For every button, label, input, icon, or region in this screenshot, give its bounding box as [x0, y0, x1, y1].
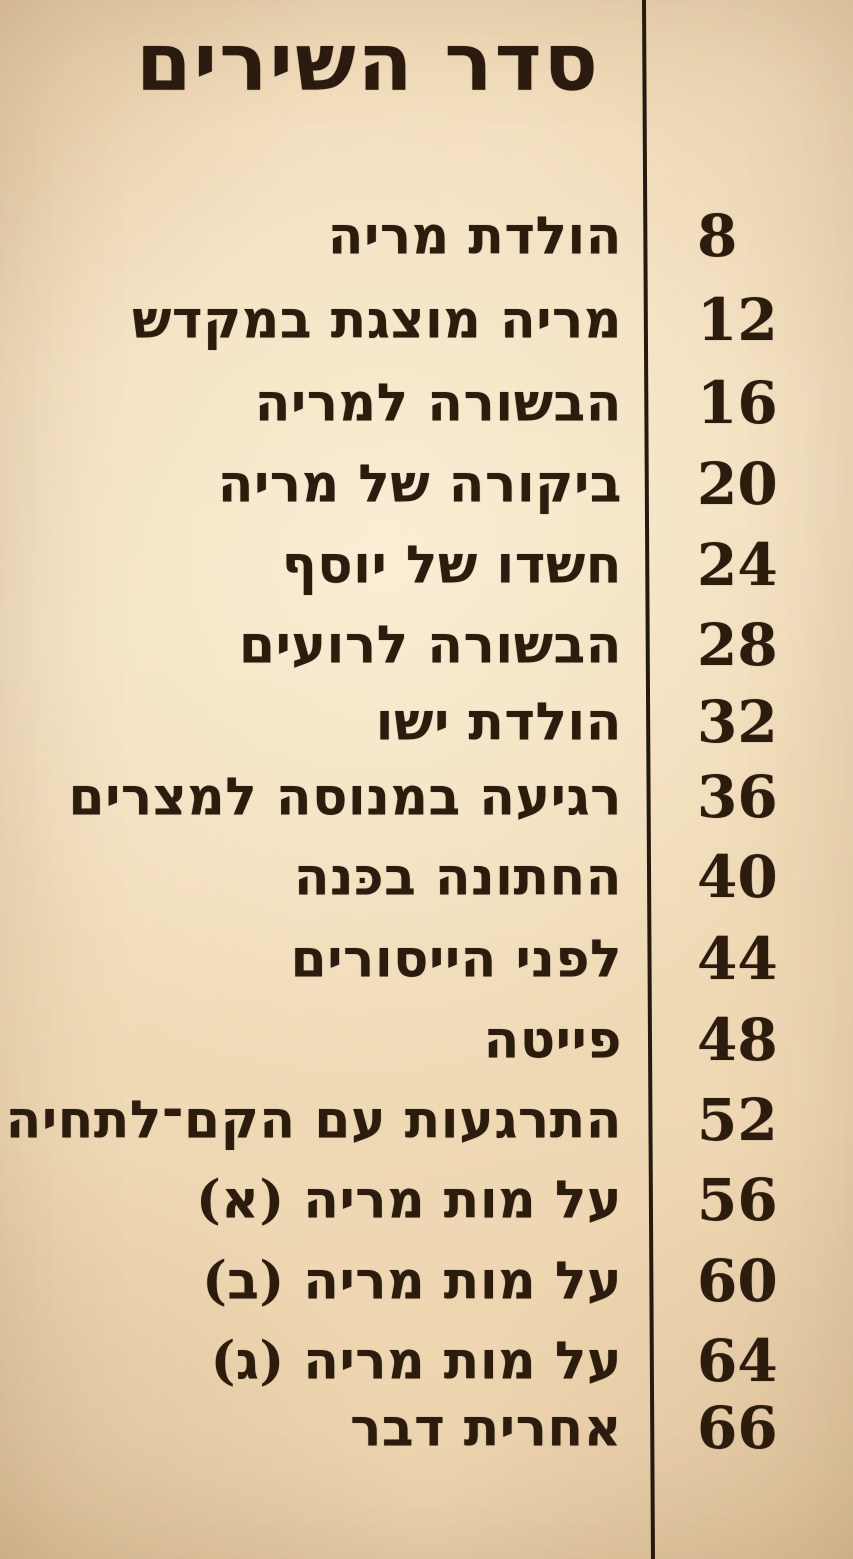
toc-row: 60 על מות מריה (ב) [0, 1241, 853, 1321]
toc-entry-page-number: 32 [697, 688, 778, 756]
toc-entry-title: חשדו של יוסף [281, 534, 622, 596]
toc-entry-page-number: 48 [697, 1006, 778, 1074]
toc-entry-title: מריה מוצגת במקדש [132, 289, 622, 351]
toc-entry-title: הבשורה לרועים [238, 614, 622, 676]
toc-entry-title: הולדת ישו [375, 691, 622, 753]
toc-entry-page-number: 28 [697, 611, 778, 679]
toc-entry-title: החתונה בכּנה [293, 846, 622, 908]
toc-entry-title: ביקורה של מריה [217, 453, 622, 515]
toc-entry-page-number: 20 [697, 450, 778, 518]
toc-row: 44 לפני הייסורים [0, 919, 853, 999]
toc-entry-page-number: 60 [697, 1247, 778, 1315]
toc-entry-page-number: 24 [697, 531, 778, 599]
toc-row: 52 התרגעות עם הקם־לתחיה [0, 1080, 853, 1160]
toc-entry-title: אחרית דבר [350, 1397, 622, 1459]
toc-entry-title: הבשורה למריה [254, 372, 622, 434]
toc-entry-page-number: 16 [697, 369, 778, 437]
toc-entry-page-number: 8 [697, 202, 738, 270]
toc-row: 36 רגיעה במנוסה למצרים [0, 757, 853, 837]
toc-row: 32 הולדת ישו [0, 682, 853, 762]
toc-row: 28 הבשורה לרועים [0, 605, 853, 685]
toc-entry-page-number: 66 [697, 1394, 778, 1462]
toc-entry-page-number: 44 [697, 925, 778, 993]
page-title: סדר השירים [135, 15, 600, 109]
toc-row: 64 על מות מריה (ג) [0, 1321, 853, 1401]
toc-row: 40 החתונה בכּנה [0, 837, 853, 917]
toc-row: 66 אחרית דבר [0, 1388, 853, 1468]
toc-row: 20 ביקורה של מריה [0, 444, 853, 524]
toc-entry-page-number: 56 [697, 1166, 778, 1234]
toc-entry-title: פייטה [483, 1009, 622, 1071]
toc-row: 16 הבשורה למריה [0, 363, 853, 443]
toc-row: 48 פייטה [0, 1000, 853, 1080]
toc-row: 8 הולדת מריה [0, 196, 853, 276]
toc-entry-title: רגיעה במנוסה למצרים [68, 766, 622, 828]
toc-entry-page-number: 12 [697, 286, 778, 354]
toc-entry-page-number: 36 [697, 763, 778, 831]
toc-entry-title: הולדת מריה [327, 205, 622, 267]
toc-entry-page-number: 40 [697, 843, 778, 911]
toc-row: 12 מריה מוצגת במקדש [0, 280, 853, 360]
toc-entry-title: על מות מריה (ב) [202, 1250, 622, 1312]
toc-row: 56 על מות מריה (א) [0, 1160, 853, 1240]
toc-entry-title: על מות מריה (א) [196, 1169, 622, 1231]
toc-entry-title: התרגעות עם הקם־לתחיה [5, 1089, 622, 1151]
toc-entry-page-number: 52 [697, 1086, 778, 1154]
toc-entry-title: על מות מריה (ג) [210, 1330, 622, 1392]
toc-entry-page-number: 64 [697, 1327, 778, 1395]
toc-entry-title: לפני הייסורים [290, 928, 622, 990]
toc-row: 24 חשדו של יוסף [0, 525, 853, 605]
